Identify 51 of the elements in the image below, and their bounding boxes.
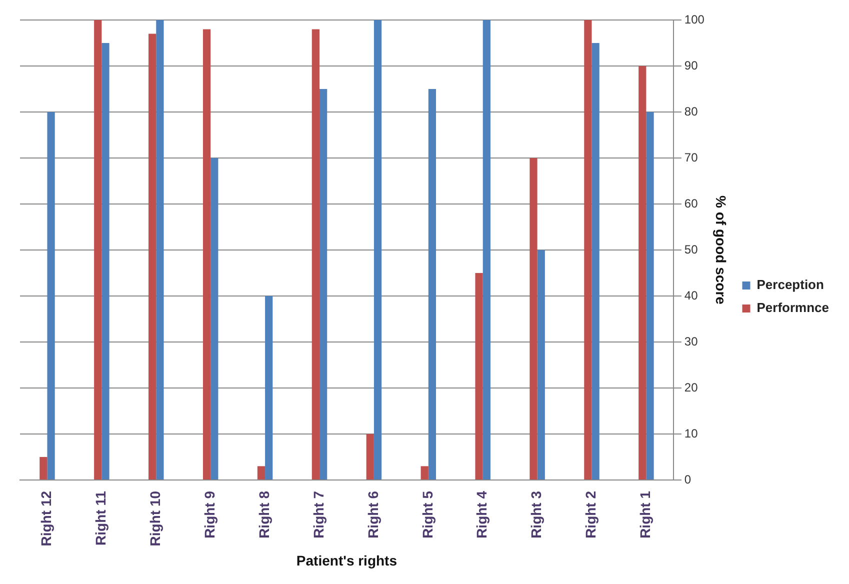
bar [319,88,328,480]
y-tick-label: 10 [684,426,698,440]
y-axis-title: % of good score [712,196,729,305]
y-tick-label: 60 [684,196,698,210]
bar [482,20,490,480]
bar [537,250,545,480]
bar [102,43,110,480]
x-tick-label: Right 4 [474,490,490,538]
x-tick-label: Right 2 [582,490,599,538]
bar [475,272,483,480]
bar [584,20,592,480]
y-tick-label: 40 [684,288,698,302]
x-tick-label: Right 7 [310,490,326,538]
x-tick-label: Right 9 [201,490,218,538]
x-axis-title: Patient's rights [296,552,398,568]
y-tick-label: 100 [684,12,705,26]
bar [156,20,164,480]
bar [265,296,273,480]
bar [94,20,102,480]
y-tick-label: 50 [684,242,698,256]
bar [592,43,600,480]
legend-label: Perception [756,277,824,292]
x-tick-label: Right 11 [92,490,109,546]
bar [148,34,156,480]
bar [646,112,654,480]
y-tick-label: 20 [684,380,698,394]
bar [366,434,374,480]
x-tick-label: Right 3 [528,490,544,538]
bar [374,20,382,480]
bar [312,29,320,480]
y-tick-label: 70 [684,150,698,164]
x-tick-label: Right 8 [256,490,272,538]
x-tick-label: Right 12 [38,490,54,546]
y-tick-label: 0 [684,472,692,486]
x-tick-label: Right 6 [364,490,381,538]
bar [47,112,55,480]
bar [428,88,436,480]
bar [202,29,211,480]
bar [257,466,266,480]
bar [210,158,218,480]
y-tick-label: 80 [684,104,698,118]
bar [420,466,428,480]
legend-label: Performnce [756,300,829,316]
bar [40,456,48,480]
y-tick-label: 30 [684,334,698,348]
x-tick-label: Right 10 [146,490,163,546]
y-tick-label: 90 [684,58,698,72]
x-tick-label: Right 5 [419,490,436,538]
bar [638,66,646,480]
bar [530,158,538,480]
x-tick-label: Right 1 [637,490,654,538]
